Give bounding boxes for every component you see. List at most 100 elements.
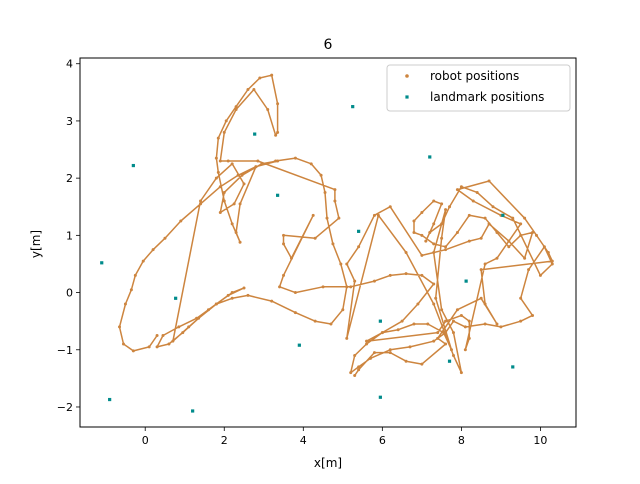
- robot-position-point: [467, 336, 471, 340]
- robot-position-point: [242, 286, 246, 290]
- robot-position-point: [471, 199, 475, 203]
- robot-position-point: [372, 351, 376, 355]
- robot-position-point: [141, 259, 145, 263]
- legend-robot-marker: [405, 74, 409, 78]
- landmark-marker: [108, 397, 112, 402]
- robot-position-point: [214, 176, 218, 180]
- robot-position-point: [345, 285, 349, 289]
- robot-position-point: [380, 331, 384, 335]
- x-tick-label: 10: [533, 434, 547, 447]
- robot-position-point: [216, 170, 220, 174]
- robot-position-point: [440, 236, 444, 240]
- robot-position-point: [432, 251, 436, 255]
- robot-position-point: [455, 308, 459, 312]
- robot-position-point: [133, 273, 137, 277]
- robot-position-point: [365, 342, 369, 346]
- robot-position-point: [313, 236, 317, 240]
- legend-landmark-label: landmark positions: [430, 90, 544, 104]
- robot-position-point: [436, 331, 440, 335]
- chart-title: 6: [324, 37, 333, 53]
- robot-position-point: [230, 162, 234, 166]
- robot-position-point: [483, 322, 487, 326]
- robot-position-point: [420, 233, 424, 237]
- robot-position-point: [206, 308, 210, 312]
- landmark-marker: [511, 365, 515, 369]
- robot-position-point: [329, 322, 333, 326]
- robot-position-point: [282, 242, 286, 246]
- robot-position-point: [483, 216, 487, 220]
- robot-position-point: [511, 216, 515, 220]
- robot-position-point: [432, 222, 436, 226]
- y-axis-label: y[m]: [29, 230, 43, 258]
- robot-position-point: [345, 262, 349, 266]
- robot-position-point: [155, 345, 159, 349]
- robot-position-point: [177, 325, 181, 329]
- robot-position-point: [254, 165, 258, 169]
- robot-position-point: [333, 199, 337, 203]
- robot-position-point: [131, 349, 135, 353]
- robot-position-point: [242, 182, 246, 186]
- landmark-marker: [447, 359, 452, 363]
- robot-position-point: [365, 339, 369, 343]
- y-tick-label: 0: [66, 287, 73, 300]
- robot-position-point: [432, 339, 436, 343]
- robot-position-point: [171, 339, 175, 343]
- robot-position-point: [388, 205, 392, 209]
- robot-position-point: [155, 333, 159, 337]
- x-tick-label: 8: [458, 434, 465, 447]
- robot-position-point: [467, 213, 471, 217]
- robot-position-point: [161, 333, 165, 337]
- robot-position-point: [230, 291, 234, 295]
- robot-position-point: [404, 251, 408, 255]
- x-axis-label: x[m]: [314, 456, 342, 470]
- robot-position-point: [463, 325, 467, 329]
- robot-position-point: [523, 216, 527, 220]
- robot-position-point: [507, 245, 511, 249]
- robot-position-point: [432, 302, 436, 306]
- robot-position-point: [420, 253, 424, 257]
- robot-position-point: [129, 288, 133, 292]
- robot-position-point: [424, 239, 428, 243]
- robot-position-point: [479, 268, 483, 272]
- robot-position-point: [163, 236, 167, 240]
- robot-position-point: [123, 302, 127, 306]
- robot-position-point: [531, 230, 535, 234]
- robot-position-point: [388, 351, 392, 355]
- robot-position-point: [331, 242, 335, 246]
- landmark-marker: [276, 193, 280, 197]
- robot-position-point: [199, 202, 203, 206]
- robot-position-point: [234, 105, 238, 109]
- robot-position-point: [534, 233, 538, 237]
- robot-position-point: [412, 230, 416, 234]
- robot-position-point: [519, 296, 523, 300]
- robot-position-point: [546, 251, 550, 255]
- robot-position-point: [246, 293, 250, 297]
- robot-position-point: [151, 248, 155, 252]
- robot-position-point: [459, 185, 463, 189]
- legend-robot-label: robot positions: [430, 69, 519, 83]
- robot-position-point: [426, 322, 430, 326]
- robot-position-point: [491, 205, 495, 209]
- robot-position-point: [293, 291, 297, 295]
- robot-position-point: [311, 213, 315, 217]
- x-tick-label: 4: [300, 434, 307, 447]
- robot-position-point: [432, 242, 436, 246]
- robot-position-point: [309, 162, 313, 166]
- robot-position-point: [357, 245, 361, 249]
- robot-position-point: [226, 293, 230, 297]
- robot-position-point: [353, 279, 357, 283]
- robot-position-point: [339, 262, 343, 266]
- landmark-marker: [464, 279, 468, 283]
- robot-position-point: [420, 362, 424, 366]
- robot-position-point: [357, 365, 361, 369]
- robot-position-point: [167, 342, 171, 346]
- robot-position-point: [349, 285, 353, 289]
- robot-position-point: [270, 73, 274, 77]
- robot-position-point: [483, 262, 487, 266]
- robot-position-point: [451, 353, 455, 357]
- robot-position-point: [236, 173, 240, 177]
- robot-position-point: [444, 248, 448, 252]
- robot-position-point: [448, 205, 452, 209]
- robot-position-point: [293, 311, 297, 315]
